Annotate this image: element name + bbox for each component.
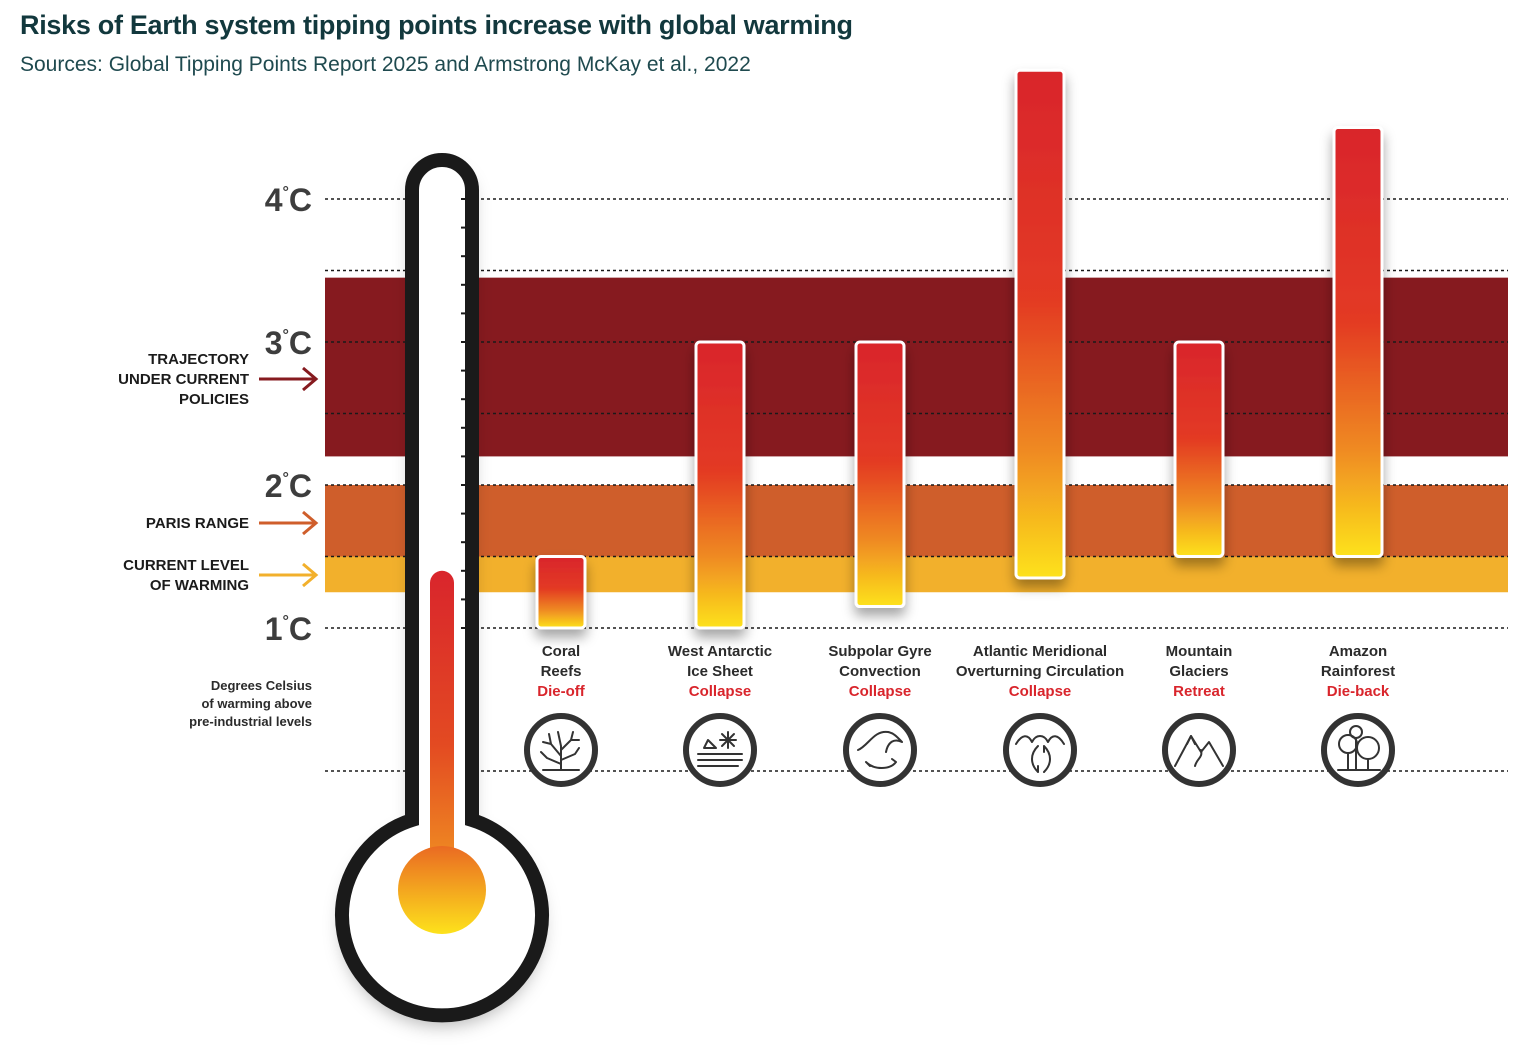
y-tick-label: 4°C	[265, 182, 312, 218]
ice-sheet-icon	[683, 713, 757, 787]
category-name: Convection	[839, 663, 921, 680]
current-warming-band	[325, 556, 1508, 593]
side-label-line: TRAJECTORY	[148, 351, 249, 368]
range-bar[interactable]	[854, 340, 906, 609]
y-axis-note: pre-industrial levels	[189, 714, 312, 729]
category-name: Amazon	[1329, 643, 1387, 660]
range-bar[interactable]	[1332, 126, 1384, 558]
category-label: Amazon Rainforest Die-back	[1321, 643, 1395, 700]
side-label-line: OF WARMING	[150, 577, 249, 594]
y-axis-note: Degrees Celsius	[211, 678, 312, 693]
category-label: Mountain Glaciers Retreat	[1166, 643, 1233, 700]
range-bar[interactable]	[694, 340, 746, 630]
thermometer	[335, 153, 549, 1023]
icon-ring	[683, 713, 757, 787]
range-bar[interactable]	[1173, 340, 1225, 558]
icon-stroke	[1031, 745, 1051, 773]
category-outcome: Collapse	[849, 683, 912, 700]
side-label-line: UNDER CURRENT	[118, 371, 249, 388]
icon-stroke	[719, 731, 737, 749]
trajectory-label: TRAJECTORY UNDER CURRENT POLICIES	[118, 351, 319, 408]
category-outcome: Collapse	[689, 683, 752, 700]
y-axis-note: of warming above	[201, 696, 312, 711]
y-tick-label: 1°C	[265, 611, 312, 647]
category-label: Coral Reefs Die-off	[537, 643, 585, 700]
category-outcome: Die-off	[537, 683, 585, 700]
side-label-line: CURRENT LEVEL	[123, 557, 249, 574]
trees-icon	[1321, 713, 1395, 787]
side-label-line: PARIS RANGE	[146, 515, 249, 532]
icon-ring	[1003, 713, 1077, 787]
category-outcome: Die-back	[1327, 683, 1390, 700]
category-label: West Antarctic Ice Sheet Collapse	[668, 643, 772, 700]
y-tick-label: 3°C	[265, 325, 312, 361]
category-name: Overturning Circulation	[956, 663, 1124, 680]
icon-stroke	[540, 731, 580, 771]
paris-range-label: PARIS RANGE	[146, 510, 319, 536]
icon-ring	[843, 713, 917, 787]
icon-stroke	[857, 730, 903, 753]
category-outcome: Retreat	[1173, 683, 1225, 700]
category-name: Rainforest	[1321, 663, 1395, 680]
arrow-head	[302, 366, 319, 392]
arrow-head	[302, 562, 319, 588]
icon-stroke	[1015, 735, 1065, 745]
range-bar[interactable]	[1014, 68, 1066, 580]
mountain-icon	[1162, 713, 1236, 787]
category-outcome: Collapse	[1009, 683, 1072, 700]
icon-stroke	[1186, 735, 1203, 767]
category-name: Atlantic Meridional	[973, 643, 1107, 660]
gyre-icon	[843, 713, 917, 787]
paris-range-band	[325, 485, 1508, 557]
icon-stroke	[703, 739, 717, 749]
category-name: Ice Sheet	[687, 663, 753, 680]
ocean-current-icon	[1003, 713, 1077, 787]
category-name: Reefs	[541, 663, 582, 680]
category-name: Mountain	[1166, 643, 1233, 660]
arrow-head	[302, 510, 319, 536]
icon-stroke	[1337, 737, 1381, 771]
category-label: Subpolar Gyre Convection Collapse	[828, 643, 931, 700]
thermometer-outline	[335, 153, 549, 1023]
coral-icon	[524, 713, 598, 787]
range-bar[interactable]	[535, 555, 587, 630]
y-tick-label: 2°C	[265, 468, 312, 504]
chart-subtitle: Sources: Global Tipping Points Report 20…	[20, 53, 751, 76]
icon-stroke	[865, 758, 897, 769]
category-name: Coral	[542, 643, 580, 660]
thermometer-bulb	[398, 846, 486, 934]
side-label-line: POLICIES	[179, 391, 249, 408]
category-name: West Antarctic	[668, 643, 772, 660]
category-name: Glaciers	[1169, 663, 1228, 680]
category-name: Subpolar Gyre	[828, 643, 931, 660]
chart-title: Risks of Earth system tipping points inc…	[20, 10, 853, 40]
thermometer-mercury	[430, 570, 454, 860]
category-label: Atlantic Meridional Overturning Circulati…	[956, 643, 1124, 700]
icon-stroke	[697, 753, 743, 767]
current-warming-label: CURRENT LEVEL OF WARMING	[123, 557, 319, 594]
trajectory-band	[325, 277, 1508, 457]
